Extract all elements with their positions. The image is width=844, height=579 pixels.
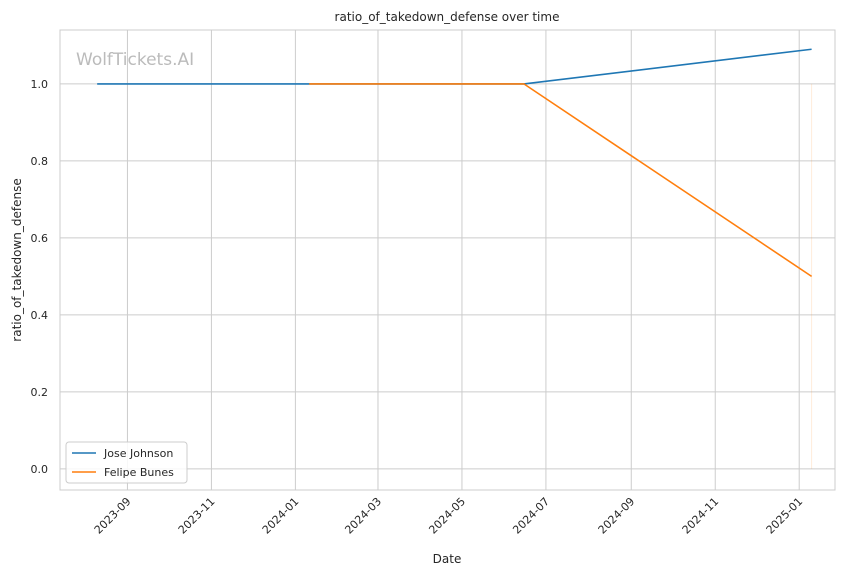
x-tick-label: 2024-03 [342, 495, 384, 537]
plot-frame [59, 29, 836, 491]
series-line-felipe-bunes [309, 83, 813, 278]
x-tick-label: 2023-11 [176, 495, 218, 537]
legend-label: Jose Johnson [103, 447, 173, 460]
y-axis-label: ratio_of_takedown_defense [10, 178, 24, 341]
y-tick-label: 0.0 [31, 463, 49, 476]
x-tick-label: 2024-07 [510, 495, 552, 537]
y-tick-label: 0.8 [31, 155, 49, 168]
y-tick-label: 0.2 [31, 386, 49, 399]
series-line-jose-johnson [97, 48, 812, 85]
y-tick-label: 0.4 [31, 309, 49, 322]
x-tick-label: 2024-09 [596, 495, 638, 537]
y-tick-label: 0.6 [31, 232, 49, 245]
x-tick-label: 2024-01 [260, 495, 302, 537]
x-tick-label: 2024-11 [680, 495, 722, 537]
watermark: WolfTickets.AI [76, 50, 194, 70]
chart-title: ratio_of_takedown_defense over time [335, 10, 560, 24]
y-tick-label: 1.0 [31, 78, 49, 91]
legend-label: Felipe Bunes [104, 466, 174, 479]
legend: Jose Johnson Felipe Bunes [65, 441, 188, 484]
x-tick-label: 2024-05 [426, 495, 468, 537]
x-tick-label: 2025-01 [764, 495, 806, 537]
x-axis-label: Date [433, 552, 462, 566]
x-tick-label: 2023-09 [92, 495, 134, 537]
